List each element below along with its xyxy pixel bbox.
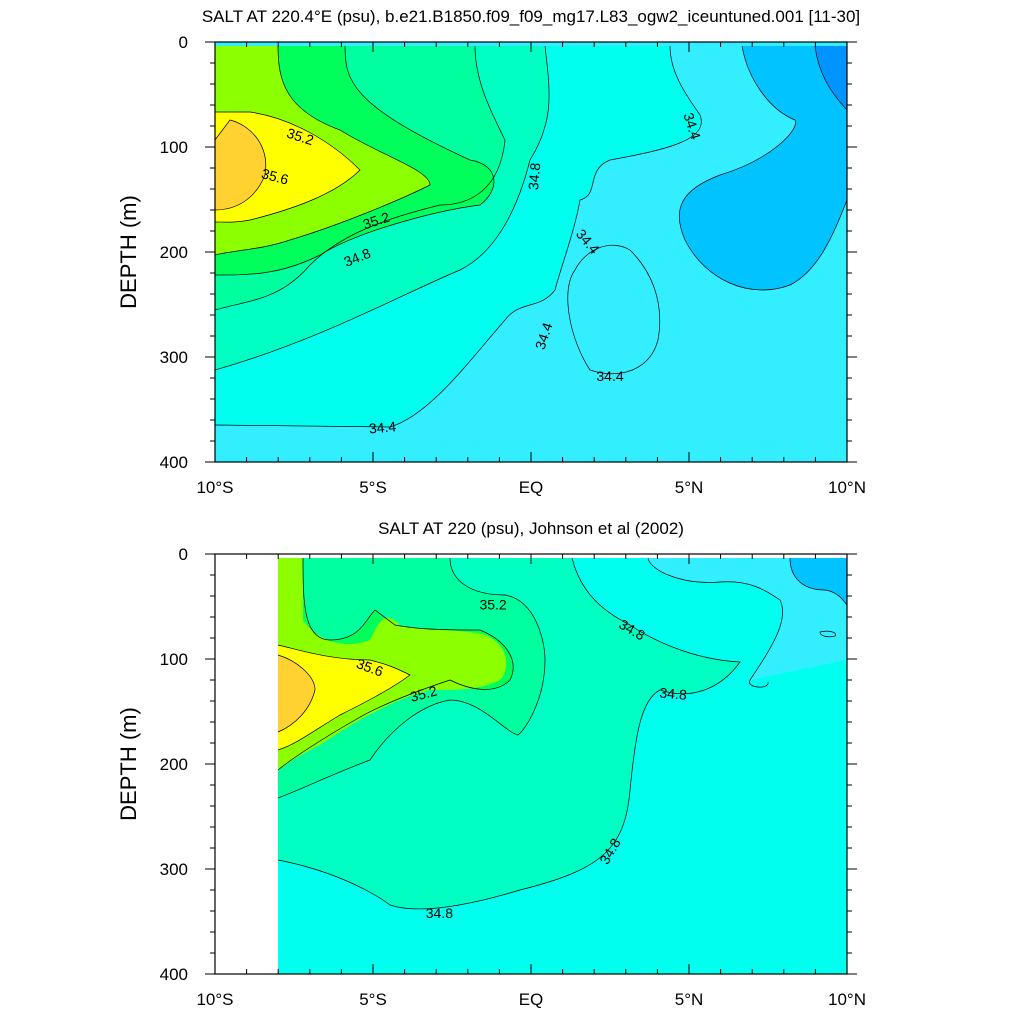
- fill-level-34.2: [679, 46, 847, 290]
- fill-level-34.0: [815, 46, 847, 110]
- x-tick-label: 5°S: [359, 478, 387, 497]
- y-tick-label: 200: [160, 755, 188, 774]
- y-tick-label: 300: [160, 860, 188, 879]
- x-tick-label: 5°S: [359, 990, 387, 1009]
- y-axis-label: DEPTH (m): [116, 195, 141, 309]
- fill-level-34.4: [648, 558, 847, 680]
- y-axis-label: DEPTH (m): [116, 707, 141, 821]
- contour-label: 34.4: [596, 368, 623, 384]
- y-tick-label: 400: [160, 965, 188, 984]
- fill-level-34.6: [278, 558, 847, 974]
- contour-fill: [278, 558, 847, 974]
- fill-level-35.6: [278, 645, 410, 750]
- contour-label: 35.2: [479, 596, 506, 612]
- y-tick-label: 100: [160, 138, 188, 157]
- contour-label: 34.8: [426, 905, 453, 921]
- contour-lines: [277, 557, 847, 910]
- contour-labels: 35.235.635.234.834.834.834.8: [354, 596, 687, 921]
- panel-title: SALT AT 220 (psu), Johnson et al (2002): [378, 519, 684, 538]
- x-tick-label: 10°N: [828, 478, 866, 497]
- x-tick-label: 5°N: [675, 478, 704, 497]
- y-tick-label: 400: [160, 453, 188, 472]
- contour-label: 34.4: [368, 418, 397, 436]
- y-tick-label: 0: [179, 33, 188, 52]
- y-tick-label: 100: [160, 650, 188, 669]
- panel-observations: SALT AT 220 (psu), Johnson et al (2002): [116, 519, 866, 1009]
- axis-ticks: 10°S 5°S EQ 5°N 10°N 0 100 200 300 400: [160, 33, 866, 497]
- fill-level-35.8: [215, 120, 266, 210]
- panel-model: SALT AT 220.4°E (psu), b.e21.B1850.f09_f…: [116, 7, 866, 497]
- x-tick-label: EQ: [519, 478, 544, 497]
- x-tick-label: EQ: [519, 990, 544, 1009]
- fill-level-35.8: [278, 655, 315, 732]
- y-tick-label: 200: [160, 243, 188, 262]
- panel-title: SALT AT 220.4°E (psu), b.e21.B1850.f09_f…: [202, 7, 860, 26]
- contour-label: 34.8: [659, 684, 688, 702]
- x-tick-label: 10°S: [196, 990, 233, 1009]
- contour-lines: [215, 45, 847, 428]
- y-tick-label: 300: [160, 348, 188, 367]
- contour-label: 35.2: [408, 682, 439, 705]
- fill-level-34.2: [790, 558, 847, 605]
- x-tick-label: 10°S: [196, 478, 233, 497]
- contour-label: 34.8: [525, 162, 543, 191]
- contour-label: 35.6: [260, 165, 291, 188]
- contour-fill: [215, 42, 847, 462]
- x-tick-label: 10°N: [828, 990, 866, 1009]
- y-tick-label: 0: [179, 545, 188, 564]
- axis-ticks: 10°S 5°S EQ 5°N 10°N 0 100 200 300 400: [160, 545, 866, 1009]
- x-tick-label: 5°N: [675, 990, 704, 1009]
